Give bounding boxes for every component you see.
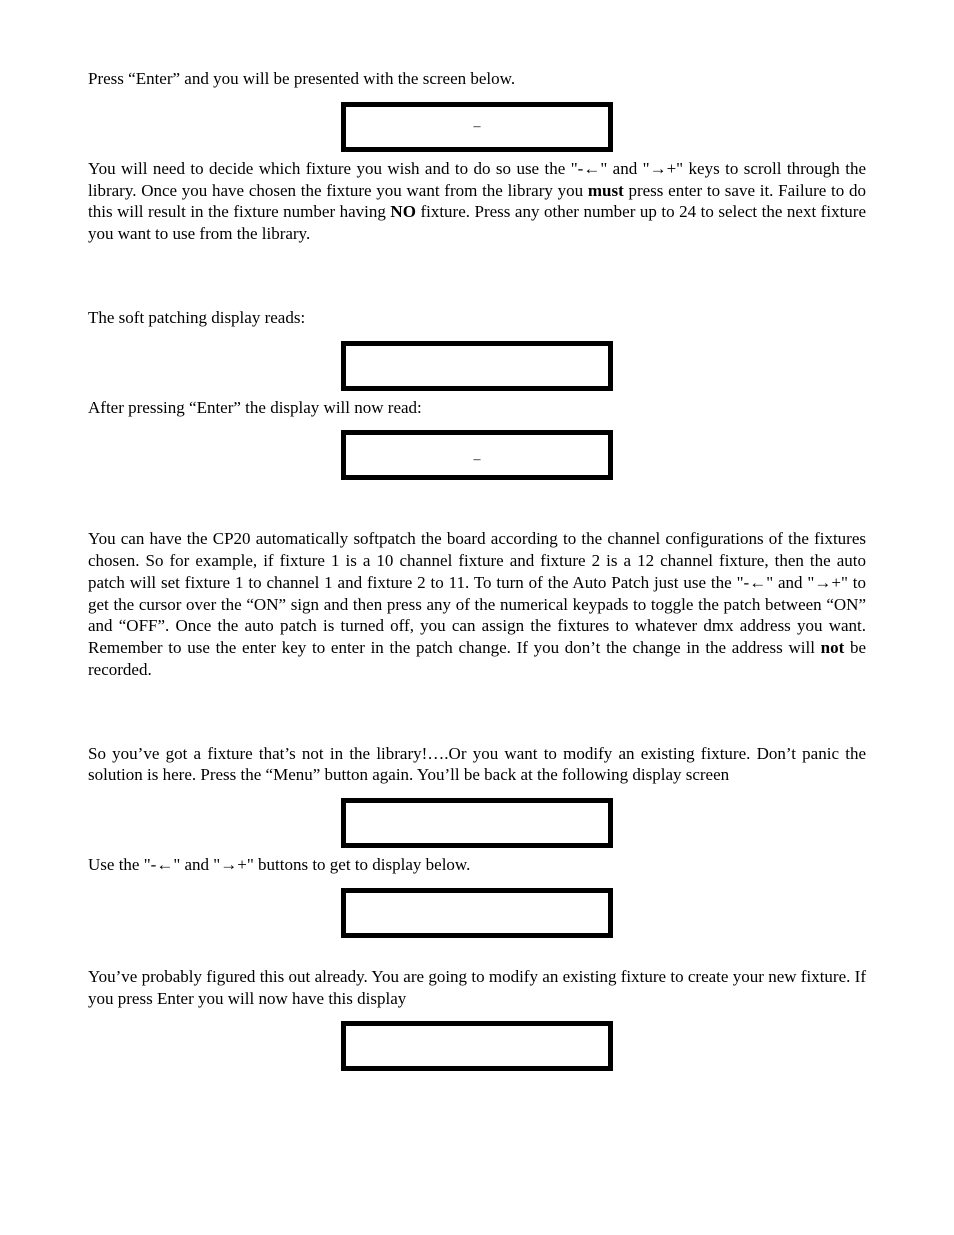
bold-not: not [821,638,845,657]
paragraph-intro: Press “Enter” and you will be presented … [88,68,866,90]
text-fragment: " and " [766,573,814,592]
arrow-left-icon: ← [583,159,600,178]
display-box-1: – [341,102,613,152]
bold-no: NO [390,202,416,221]
paragraph-softpatch-reads: The soft patching display reads: [88,307,866,329]
arrow-left-icon: ← [749,573,766,592]
bold-must: must [588,181,624,200]
display-box-6 [341,1021,613,1071]
arrow-right-icon: → [814,573,831,592]
display-box-4 [341,798,613,848]
text-fragment: +" buttons to get to display below. [237,855,470,874]
document-page: Press “Enter” and you will be presented … [0,0,954,1157]
display-box-3: – [341,430,613,480]
display-box-3-text: – [474,451,481,475]
display-box-2 [341,341,613,391]
text-fragment: You will need to decide which fixture yo… [88,159,583,178]
paragraph-autopatch: You can have the CP20 automatically soft… [88,528,866,680]
display-box-5 [341,888,613,938]
text-fragment: " and " [173,855,220,874]
paragraph-modify-existing: You’ve probably figured this out already… [88,966,866,1010]
arrow-right-icon: → [220,855,237,874]
text-fragment: " and " [600,159,649,178]
paragraph-use-buttons: Use the "-←" and "→+" buttons to get to … [88,854,866,876]
arrow-left-icon: ← [156,855,173,874]
paragraph-after-enter: After pressing “Enter” the display will … [88,397,866,419]
paragraph-scroll-keys: You will need to decide which fixture yo… [88,158,866,245]
paragraph-not-in-library: So you’ve got a fixture that’s not in th… [88,743,866,787]
text-fragment: Use the "- [88,855,156,874]
arrow-right-icon: → [650,159,667,178]
display-box-1-text: – [474,118,481,136]
